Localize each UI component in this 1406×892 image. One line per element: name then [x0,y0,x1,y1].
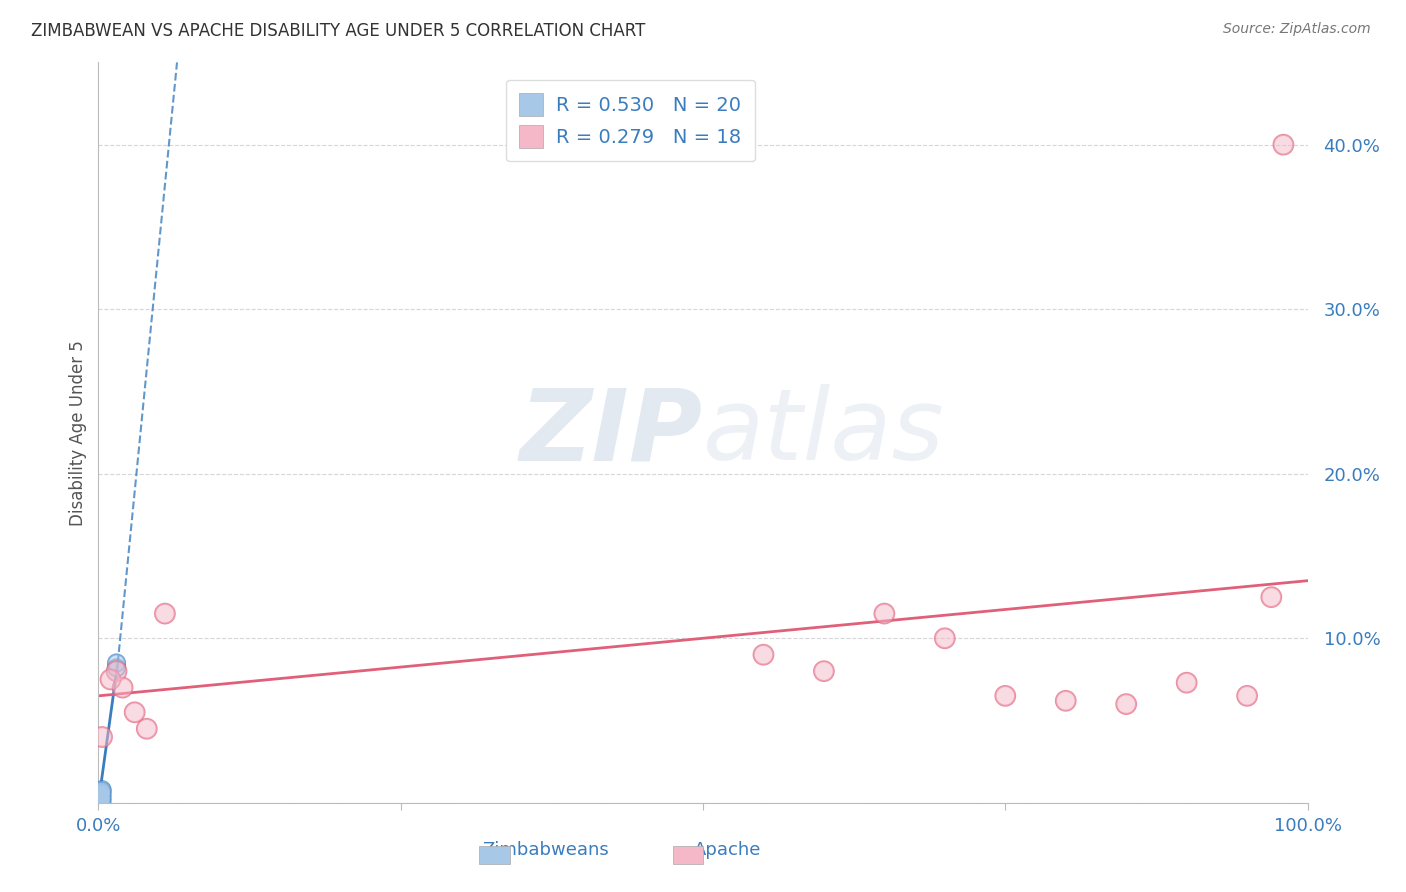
Point [1236,689,1258,703]
Point [1260,590,1282,604]
Point [1272,137,1295,152]
Point [994,689,1017,703]
Point [91,788,114,802]
Point [90,786,112,800]
Point [934,632,956,646]
Point [89,796,111,810]
Point [90,788,112,802]
Text: atlas: atlas [703,384,945,481]
Point [89,796,111,810]
Point [111,681,134,695]
Y-axis label: Disability Age Under 5: Disability Age Under 5 [69,340,87,525]
Point [91,782,114,797]
Point [91,790,114,805]
Point [91,784,114,798]
Point [934,632,956,646]
Point [1272,137,1295,152]
Text: Source: ZipAtlas.com: Source: ZipAtlas.com [1223,22,1371,37]
Point [91,730,114,744]
Point [91,794,114,808]
Point [873,607,896,621]
Point [994,689,1017,703]
Point [873,607,896,621]
Point [90,789,112,804]
FancyBboxPatch shape [479,846,509,864]
Point [90,796,112,810]
Point [89,794,111,808]
Point [813,664,835,678]
Point [105,661,128,675]
Point [89,792,111,806]
Point [90,788,112,802]
Point [1236,689,1258,703]
Point [105,661,128,675]
Point [105,664,128,678]
Point [1175,675,1198,690]
Point [752,648,775,662]
Point [813,664,835,678]
Point [100,673,122,687]
Point [91,788,114,802]
Point [1260,590,1282,604]
Point [90,792,112,806]
Point [90,794,112,808]
Point [1054,694,1077,708]
Text: ZIMBABWEAN VS APACHE DISABILITY AGE UNDER 5 CORRELATION CHART: ZIMBABWEAN VS APACHE DISABILITY AGE UNDE… [31,22,645,40]
Point [135,722,157,736]
Point [90,784,112,798]
Point [105,664,128,678]
Point [91,782,114,797]
Point [89,794,111,808]
Point [89,790,111,805]
Point [90,796,112,810]
Point [153,607,176,621]
Point [1115,697,1137,711]
Point [124,706,146,720]
Point [1054,694,1077,708]
Point [90,784,112,798]
Text: Apache: Apache [693,840,761,859]
Point [105,656,128,670]
Text: Zimbabweans: Zimbabweans [482,840,609,859]
Point [1175,675,1198,690]
Point [100,673,122,687]
FancyBboxPatch shape [672,846,703,864]
Point [153,607,176,621]
Point [89,794,111,808]
Point [91,794,114,808]
Point [124,706,146,720]
Legend: R = 0.530   N = 20, R = 0.279   N = 18: R = 0.530 N = 20, R = 0.279 N = 18 [506,79,755,161]
Point [91,784,114,798]
Point [89,792,111,806]
Point [1115,697,1137,711]
Point [89,794,111,808]
Point [752,648,775,662]
Point [90,786,112,800]
Point [91,730,114,744]
Point [89,796,111,810]
Point [91,790,114,805]
Point [89,790,111,805]
Point [105,656,128,670]
Text: ZIP: ZIP [520,384,703,481]
Point [90,794,112,808]
Point [111,681,134,695]
Point [135,722,157,736]
Point [89,796,111,810]
Point [90,789,112,804]
Point [90,792,112,806]
